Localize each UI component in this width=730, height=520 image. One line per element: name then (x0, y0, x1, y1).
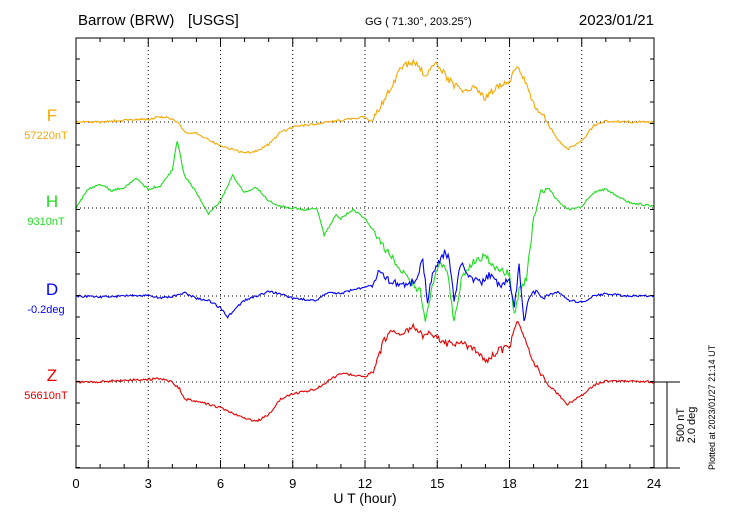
x-tick-label-21: 21 (575, 476, 589, 491)
series-trace-D (75, 249, 655, 322)
date-label: 2023/01/21 (579, 12, 654, 29)
x-tick-label-3: 3 (145, 476, 152, 491)
plotted-at-label: Plotted at 2023/01/27 21:14 UT (707, 344, 717, 470)
series-labels: F 57220nT H 9310nT D -0.2deg Z 56610nT (24, 106, 68, 402)
series-baseline-H: 9310nT (27, 216, 65, 228)
x-axis-label: U T (hour) (333, 490, 396, 506)
x-tick-label-18: 18 (502, 476, 516, 491)
x-tick-labels: 0 3 6 9 12 15 18 21 24 (72, 476, 661, 491)
series-name-D: D (46, 280, 58, 299)
x-tick-label-9: 9 (289, 476, 296, 491)
scale-bar: 500 nT 2.0 deg (654, 381, 698, 469)
scale-bar-deg-label: 2.0 deg (686, 407, 698, 444)
scale-bar-nT-label: 500 nT (675, 408, 687, 443)
series-name-F: F (47, 106, 57, 125)
series-name-H: H (46, 192, 58, 211)
x-tick-label-12: 12 (358, 476, 372, 491)
coordinates-label: GG ( 71.30°, 203.25°) (365, 16, 472, 28)
x-tick-label-24: 24 (647, 476, 661, 491)
agency-label: [USGS] (188, 12, 239, 29)
station-title: Barrow (BRW) (78, 12, 174, 29)
x-tick-label-6: 6 (217, 476, 224, 491)
x-tick-label-15: 15 (430, 476, 444, 491)
series-baseline-D: -0.2deg (27, 304, 64, 316)
series-trace-H (75, 141, 655, 322)
series-baseline-F: 57220nT (24, 130, 68, 142)
series-trace-Z (75, 320, 655, 423)
series-name-Z: Z (47, 366, 57, 385)
grid-lines (147, 38, 583, 468)
series-baseline-Z: 56610nT (24, 390, 68, 402)
x-tick-label-0: 0 (72, 476, 79, 491)
series-trace-F (75, 58, 655, 154)
series-traces (75, 58, 655, 423)
axis-ticks (75, 38, 655, 468)
